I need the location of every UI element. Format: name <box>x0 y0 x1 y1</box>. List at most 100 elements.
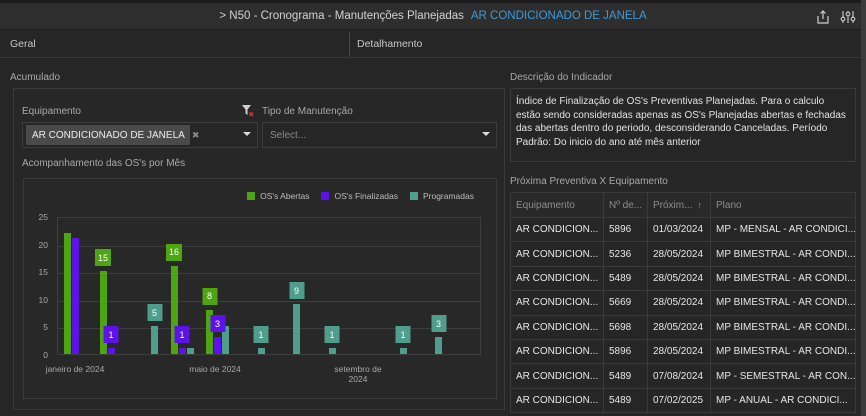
chart-bar[interactable] <box>151 326 158 354</box>
gridline <box>58 300 480 302</box>
cell-number: 5489 <box>603 265 648 292</box>
chart-data-label: 1 <box>324 326 340 344</box>
cell-next-date: 07/02/2025 <box>647 387 711 414</box>
table-row[interactable]: AR CONDICION... 5489 07/08/2024 MP - SEM… <box>510 363 856 389</box>
chart-bar[interactable] <box>435 337 442 354</box>
legend-item-finalizadas[interactable]: OS's Finalizadas <box>321 191 398 201</box>
chart-bar[interactable] <box>170 265 178 354</box>
y-tick: 0 <box>43 350 48 360</box>
tab-detalhamento[interactable]: Detalhamento <box>357 37 423 50</box>
description-title: Descrição do Indicador <box>510 72 613 83</box>
chart-data-label: 5 <box>147 304 162 322</box>
chart-data-label: 1 <box>395 326 411 344</box>
chart-bar[interactable] <box>206 309 213 354</box>
next-preventive-table: Equipamento Nº de... Próxim... ↑ Plano AR… <box>510 192 856 414</box>
share-icon[interactable] <box>815 9 831 25</box>
table-row[interactable]: AR CONDICION... 5489 28/05/2024 MP BIMES… <box>510 265 856 292</box>
equipment-selected-tag: AR CONDICIONADO DE JANELA ✖ <box>26 125 199 145</box>
cell-plan: MP BIMESTRAL - AR CONDI... <box>710 265 856 292</box>
cell-equipment: AR CONDICION... <box>510 241 604 267</box>
cell-plan: MP - MENSAL - AR CONDICI... <box>710 216 856 243</box>
page-title-context: AR CONDICIONADO DE JANELA <box>470 10 647 22</box>
x-tick: setembro de 2024 <box>334 364 382 384</box>
chart-bar[interactable] <box>293 304 300 354</box>
equipment-filter-label: Equipamento <box>22 106 81 117</box>
gridline <box>58 245 480 247</box>
chart-bar[interactable] <box>222 326 229 354</box>
cell-plan: MP BIMESTRAL - AR CONDI... <box>710 314 856 340</box>
table-row[interactable]: AR CONDICION... 5698 28/05/2024 MP BIMES… <box>510 314 856 340</box>
chart-bar[interactable] <box>214 337 221 354</box>
cell-plan: MP - ANUAL - AR CONDICI... <box>710 387 856 414</box>
chart-bar[interactable] <box>399 348 407 354</box>
y-tick: 15 <box>38 267 48 278</box>
chart-bar[interactable] <box>72 238 79 354</box>
cell-equipment: AR CONDICION... <box>510 216 604 243</box>
column-header-proxima[interactable]: Próxim... ↑ <box>647 192 711 218</box>
maintenance-type-select[interactable]: Select... <box>262 122 497 148</box>
chart-bar[interactable] <box>64 232 71 354</box>
chart-plot-area: 15 1 5 16 1 8 3 1 9 1 1 3 <box>57 217 481 355</box>
chart-data-label: 16 <box>165 243 183 261</box>
chart-bar[interactable] <box>328 348 336 354</box>
column-header-numero[interactable]: Nº de... <box>603 192 648 218</box>
cell-number: 5896 <box>603 338 648 365</box>
equipment-select[interactable]: AR CONDICIONADO DE JANELA ✖ <box>22 122 258 148</box>
cell-plan: MP BIMESTRAL - AR CONDI... <box>710 241 856 267</box>
cell-plan: MP BIMESTRAL - AR CONDI... <box>710 290 856 316</box>
tab-divider <box>349 32 350 57</box>
table-header-row: Equipamento Nº de... Próxim... ↑ Plano <box>510 192 856 218</box>
table-row[interactable]: AR CONDICION... 5896 01/03/2024 MP - MEN… <box>510 216 856 243</box>
chart-bar[interactable] <box>178 348 186 354</box>
cell-next-date: 28/05/2024 <box>647 241 711 267</box>
cell-plan: MP - SEMESTRAL - AR CON... <box>710 363 856 389</box>
chart-bar[interactable] <box>186 348 194 354</box>
y-tick: 10 <box>38 294 48 305</box>
chart-bar[interactable] <box>99 271 107 354</box>
chart-title: Acompanhamento das OS's por Mês <box>22 158 186 169</box>
chart-bar[interactable] <box>107 348 115 354</box>
y-tick: 20 <box>38 239 48 250</box>
chart-data-label: 3 <box>431 315 446 333</box>
cell-number: 5489 <box>603 363 648 389</box>
page-title-text: > N50 - Cronograma - Manutenções Planeja… <box>219 10 464 22</box>
chart-data-label: 1 <box>174 326 190 344</box>
legend-label: OS's Finalizadas <box>334 191 398 201</box>
y-tick: 25 <box>38 212 48 222</box>
tab-geral[interactable]: Geral <box>10 37 36 50</box>
table-row[interactable]: AR CONDICION... 5489 07/02/2025 MP - ANU… <box>510 387 856 414</box>
monthly-os-chart: OS's Abertas OS's Finalizadas Programada… <box>23 178 497 399</box>
cell-number: 5236 <box>603 241 648 267</box>
sort-ascending-icon[interactable]: ↑ <box>697 199 702 210</box>
sliders-icon[interactable] <box>840 9 856 25</box>
gridline <box>58 273 480 275</box>
chart-data-label: 3 <box>210 315 225 333</box>
table-row[interactable]: AR CONDICION... 5896 28/05/2024 MP BIMES… <box>510 338 856 365</box>
page-title: > N50 - Cronograma - Manutenções Planeja… <box>0 3 866 29</box>
x-tick: janeiro de 2024 <box>45 364 105 374</box>
legend-label: Programadas <box>422 191 474 201</box>
gridline <box>58 328 480 330</box>
cell-number: 5489 <box>603 387 648 414</box>
chart-bar[interactable] <box>257 348 265 354</box>
column-header-plano[interactable]: Plano <box>710 192 856 218</box>
table-row[interactable]: AR CONDICION... 5236 28/05/2024 MP BIMES… <box>510 241 856 267</box>
legend-label: OS's Abertas <box>260 191 310 201</box>
cell-equipment: AR CONDICION... <box>510 387 604 414</box>
tab-bar: Geral Detalhamento <box>0 30 861 58</box>
legend-item-programadas[interactable]: Programadas <box>409 191 474 201</box>
chevron-down-icon[interactable] <box>243 132 251 136</box>
cell-equipment: AR CONDICION... <box>510 290 604 316</box>
right-scrollbar-strip[interactable] <box>861 0 866 416</box>
equipment-tag-label: AR CONDICIONADO DE JANELA <box>32 129 185 141</box>
remove-tag-icon[interactable]: ✖ <box>191 129 200 140</box>
column-header-equipamento[interactable]: Equipamento <box>510 192 604 218</box>
x-tick: maio de 2024 <box>189 364 241 374</box>
legend-item-abertas[interactable]: OS's Abertas <box>247 191 309 201</box>
maintenance-type-label: Tipo de Manutenção <box>262 106 353 117</box>
cell-number: 5896 <box>603 216 648 243</box>
chevron-down-icon[interactable] <box>482 132 490 136</box>
table-row[interactable]: AR CONDICION... 5669 28/05/2024 MP BIMES… <box>510 290 856 316</box>
cell-next-date: 28/05/2024 <box>647 338 711 365</box>
clear-filter-icon[interactable] <box>241 104 254 117</box>
